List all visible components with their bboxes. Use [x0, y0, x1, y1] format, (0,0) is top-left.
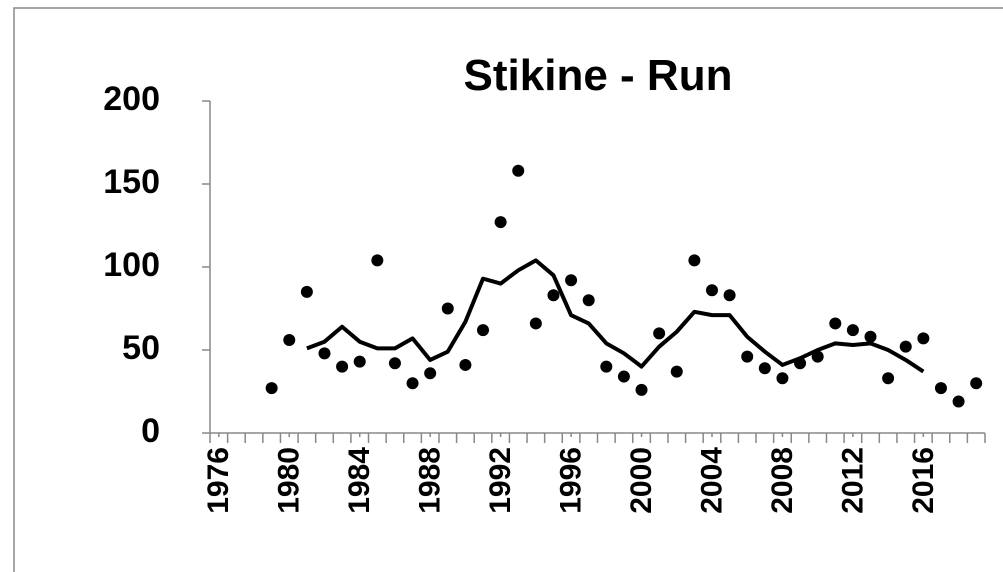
chart-frame	[13, 7, 1003, 572]
x-tick-label: 2012	[836, 447, 869, 514]
x-tick-label: 1980	[273, 447, 306, 514]
data-point	[283, 334, 296, 347]
data-point	[617, 370, 630, 383]
data-point	[970, 377, 983, 390]
x-tick-label: 2004	[695, 447, 728, 514]
data-point	[424, 367, 437, 380]
x-tick-label: 1976	[202, 447, 235, 514]
data-point	[882, 372, 895, 385]
data-point	[318, 347, 331, 360]
y-tick-label: 50	[122, 329, 160, 367]
data-point	[899, 340, 912, 353]
data-point	[600, 360, 613, 373]
data-point	[653, 327, 666, 340]
x-tick-label: 2000	[625, 447, 658, 514]
data-point	[265, 382, 278, 395]
y-tick-label: 100	[103, 246, 160, 284]
data-point	[864, 330, 877, 343]
data-point	[547, 289, 560, 302]
data-point	[776, 372, 789, 385]
x-tick-label: 2008	[766, 447, 799, 514]
x-tick-label: 1984	[343, 447, 376, 514]
y-tick-label: 0	[141, 412, 160, 450]
data-point	[934, 382, 947, 395]
data-point	[723, 289, 736, 302]
data-point	[300, 285, 313, 298]
trend-line	[306, 258, 925, 374]
data-point	[705, 284, 718, 297]
data-point	[371, 254, 384, 267]
data-point	[670, 365, 683, 378]
data-point	[406, 377, 419, 390]
data-point	[459, 358, 472, 371]
data-point	[494, 216, 507, 229]
data-point	[582, 294, 595, 307]
data-point	[388, 357, 401, 370]
data-point	[565, 274, 578, 287]
data-point	[477, 324, 490, 337]
data-point	[353, 355, 366, 368]
data-point	[529, 317, 542, 330]
data-point	[829, 317, 842, 330]
y-tick-label: 150	[103, 163, 160, 201]
data-point	[758, 362, 771, 375]
data-point	[688, 254, 701, 267]
data-point	[441, 302, 454, 315]
data-point	[512, 164, 525, 177]
data-point	[336, 360, 349, 373]
data-point	[741, 350, 754, 363]
data-point	[917, 332, 930, 345]
x-tick-label: 1988	[414, 447, 447, 514]
data-point	[811, 350, 824, 363]
data-point	[635, 383, 648, 396]
chart-title: Stikine - Run	[464, 51, 733, 100]
data-point	[952, 395, 965, 408]
x-tick-label: 1992	[484, 447, 517, 514]
x-tick-label: 1996	[555, 447, 588, 514]
y-tick-label: 200	[103, 80, 160, 118]
data-point	[846, 324, 859, 337]
x-tick-label: 2016	[907, 447, 940, 514]
